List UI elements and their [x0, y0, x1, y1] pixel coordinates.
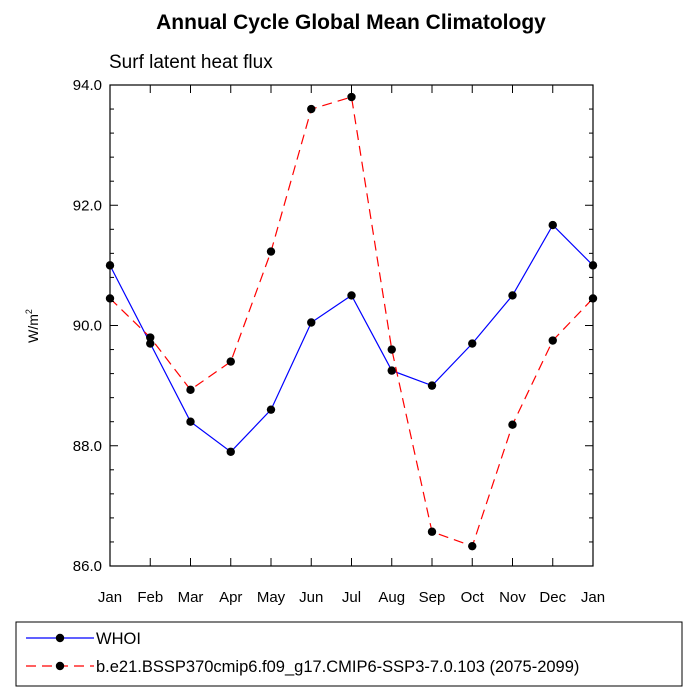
series-0-point	[266, 405, 276, 414]
series-1-point	[186, 385, 195, 395]
series-1-point	[427, 527, 437, 536]
x-tick-label: Feb	[137, 589, 163, 606]
x-tick-label: Jul	[342, 589, 361, 606]
legend-marker-1	[55, 661, 65, 671]
series-1-point	[387, 345, 396, 354]
x-tick-label: May	[257, 589, 286, 606]
legend-box	[15, 621, 683, 687]
series-0-point	[427, 381, 437, 390]
series-line-0	[109, 224, 594, 453]
series-1-point	[266, 247, 276, 256]
legend-label-0: WHOI	[96, 630, 141, 648]
series-0-point	[226, 447, 235, 456]
series-0-point	[146, 339, 155, 348]
x-tick-label: Oct	[461, 589, 485, 606]
tick-layer	[109, 84, 594, 567]
y-axis-label: W/m2	[24, 309, 41, 343]
x-tick-label: Aug	[378, 589, 405, 606]
plot-frame	[109, 84, 594, 567]
series-0-point	[548, 220, 557, 230]
x-tick-label: Nov	[499, 589, 526, 606]
series-1-point	[226, 357, 235, 366]
x-tick-label: Mar	[178, 589, 204, 606]
x-tick-label: Sep	[419, 589, 446, 606]
x-tick-label: Apr	[219, 589, 242, 606]
y-tick-label: 88.0	[73, 438, 102, 455]
series-line-1	[109, 96, 594, 547]
x-tick-label: Jan	[581, 589, 605, 606]
legend-marker-0	[55, 633, 65, 643]
series-1-point	[548, 336, 557, 345]
y-axis-label-base: W/m	[25, 314, 41, 343]
series-0-point	[186, 417, 195, 426]
series-0-point	[307, 318, 316, 327]
series-0-point	[468, 339, 477, 348]
y-tick-label: 86.0	[73, 558, 102, 575]
x-tick-label: Dec	[539, 589, 566, 606]
series-1-point	[347, 92, 356, 102]
chart-title: Annual Cycle Global Mean Climatology	[156, 11, 546, 34]
series-0-point	[347, 291, 356, 300]
y-tick-labels: 86.0 88.0 90.0 92.0 94.0	[73, 77, 102, 575]
chart-subtitle: Surf latent heat flux	[109, 52, 273, 73]
x-tick-label: Jan	[98, 589, 122, 606]
series-1-point	[468, 541, 477, 551]
series-layer	[105, 92, 598, 551]
series-1-point	[146, 333, 155, 342]
series-1-point	[307, 104, 316, 114]
y-axis-label-superscript: 2	[24, 309, 34, 314]
x-tick-label: Jun	[299, 589, 323, 606]
legend: WHOI b.e21.BSSP370cmip6.f09_g17.CMIP6-SSP…	[26, 630, 579, 676]
y-tick-label: 92.0	[73, 197, 102, 214]
y-tick-label: 90.0	[73, 318, 102, 335]
y-tick-label: 94.0	[73, 77, 102, 94]
legend-label-1: b.e21.BSSP370cmip6.f09_g17.CMIP6-SSP3-7.…	[96, 658, 579, 676]
series-1-point	[508, 420, 517, 429]
series-0-point	[508, 291, 517, 300]
series-0-point	[387, 366, 396, 375]
x-tick-labels: Jan Feb Mar Apr May Jun Jul Aug Sep Oct Nov Dec Jan	[98, 589, 605, 606]
